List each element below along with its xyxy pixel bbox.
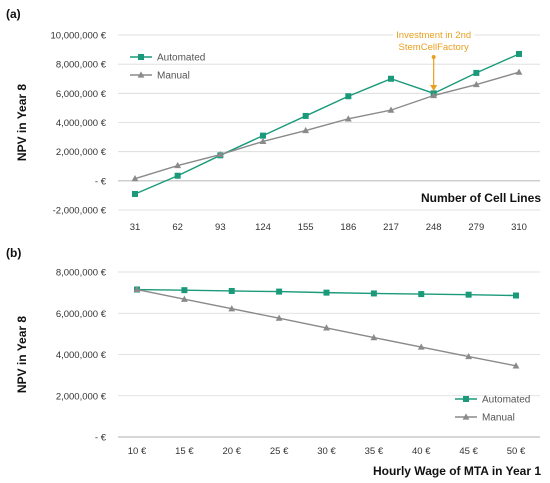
annotation-arrow-dot — [431, 55, 436, 59]
data-point-automated — [174, 172, 181, 179]
y-tick-label: 2,000,000 € — [56, 147, 107, 158]
data-point-manual — [180, 295, 188, 302]
y-tick-label: - € — [95, 433, 107, 444]
x-tick-label: 45 € — [459, 446, 478, 457]
legend-label: Manual — [157, 71, 190, 82]
x-tick-label: 20 € — [223, 446, 242, 457]
y-tick-label: 8,000,000 € — [56, 60, 107, 71]
x-tick-label: 217 — [383, 222, 399, 233]
x-tick-label: 31 — [130, 222, 141, 233]
annotation-arrow-head — [430, 85, 438, 91]
data-point-automated — [132, 190, 138, 197]
y-axis-title: NPV in Year 8 — [15, 84, 29, 161]
data-point-manual — [131, 175, 139, 182]
y-tick-label: 8,000,000 € — [56, 268, 107, 279]
data-point-manual — [512, 362, 520, 369]
y-tick-label: 2,000,000 € — [56, 391, 107, 402]
data-point-manual — [216, 150, 224, 158]
data-point-automated — [181, 287, 188, 294]
data-point-automated — [388, 75, 394, 82]
y-tick-label: 6,000,000 € — [56, 309, 107, 320]
x-tick-label: 310 — [511, 222, 527, 233]
data-point-automated — [276, 288, 283, 295]
legend-label: Automated — [157, 53, 205, 64]
x-tick-label: 124 — [255, 222, 271, 233]
annotation-text: Investment in 2nd — [396, 30, 471, 41]
annotation-text-background — [395, 41, 473, 54]
data-point-manual — [323, 324, 330, 331]
data-point-manual — [387, 106, 395, 113]
data-point-manual — [133, 285, 141, 293]
y-tick-label: 4,000,000 € — [56, 350, 107, 361]
annotation-text-background — [393, 29, 475, 42]
data-point-automated — [323, 289, 330, 296]
legend-label: Manual — [482, 413, 515, 424]
data-point-manual — [275, 314, 283, 321]
data-point-automated — [516, 50, 522, 57]
data-point-manual — [302, 126, 310, 134]
data-point-manual — [515, 68, 523, 75]
legend-label: Automated — [482, 395, 530, 406]
y-tick-label: 10,000,000 € — [51, 31, 107, 42]
y-tick-label: -2,000,000 € — [53, 206, 107, 217]
data-point-automated — [370, 290, 377, 297]
data-point-manual — [417, 343, 425, 350]
data-point-automated — [513, 292, 519, 299]
data-point-automated — [473, 69, 480, 76]
annotation-text: StemCellFactory — [399, 42, 469, 53]
x-tick-label: 62 — [172, 222, 183, 233]
data-point-automated — [418, 291, 425, 298]
legend-marker-manual — [462, 413, 470, 420]
data-point-manual — [430, 91, 438, 99]
x-tick-label: 186 — [340, 222, 356, 233]
data-point-automated — [465, 291, 472, 298]
data-point-automated — [228, 287, 235, 294]
data-point-manual — [259, 137, 267, 145]
x-tick-label: 15 € — [175, 446, 194, 457]
x-tick-label: 279 — [468, 222, 484, 233]
x-axis-title: Hourly Wage of MTA in Year 1 — [373, 464, 541, 478]
x-tick-label: 93 — [215, 222, 226, 233]
y-tick-label: - € — [95, 176, 107, 187]
data-point-automated — [302, 112, 309, 119]
legend: Automated Manual — [130, 53, 205, 82]
x-tick-label: 248 — [426, 222, 442, 233]
legend: Automated Manual — [455, 395, 530, 424]
y-tick-label: 6,000,000 € — [56, 89, 107, 100]
data-point-automated — [345, 93, 352, 100]
legend-marker-automated — [138, 54, 144, 60]
data-point-manual — [344, 115, 352, 122]
x-tick-label: 25 € — [270, 446, 289, 457]
panel-label: (a) — [6, 7, 21, 21]
data-point-manual — [472, 80, 480, 88]
data-point-manual — [174, 161, 182, 169]
x-tick-label: 50 € — [507, 446, 526, 457]
data-point-manual — [465, 352, 473, 360]
chart-panel-b: (b) - € 2,000,000 € 4,000,000 € 6,000,000 € 8… — [6, 246, 541, 478]
x-tick-label: 30 € — [317, 446, 336, 457]
x-tick-label: 35 € — [365, 446, 384, 457]
legend-marker-manual — [137, 71, 145, 78]
y-tick-label: 4,000,000 € — [56, 118, 107, 129]
x-tick-label: 155 — [298, 222, 314, 233]
panel-label: (b) — [6, 246, 21, 260]
data-point-automated — [260, 132, 266, 139]
data-point-manual — [370, 333, 378, 341]
y-axis-title: NPV in Year 8 — [15, 316, 29, 393]
chart-panel-a: (a) -2,000,000 € - € 2,000,000 € 4,000,000 €… — [6, 7, 541, 233]
series-line-manual — [134, 71, 520, 180]
legend-marker-automated — [463, 396, 469, 402]
data-point-manual — [228, 305, 236, 312]
x-tick-label: 40 € — [412, 446, 431, 457]
x-axis-title: Number of Cell Lines — [421, 191, 541, 205]
x-tick-label: 10 € — [128, 446, 147, 457]
series-line-automated — [134, 53, 520, 195]
